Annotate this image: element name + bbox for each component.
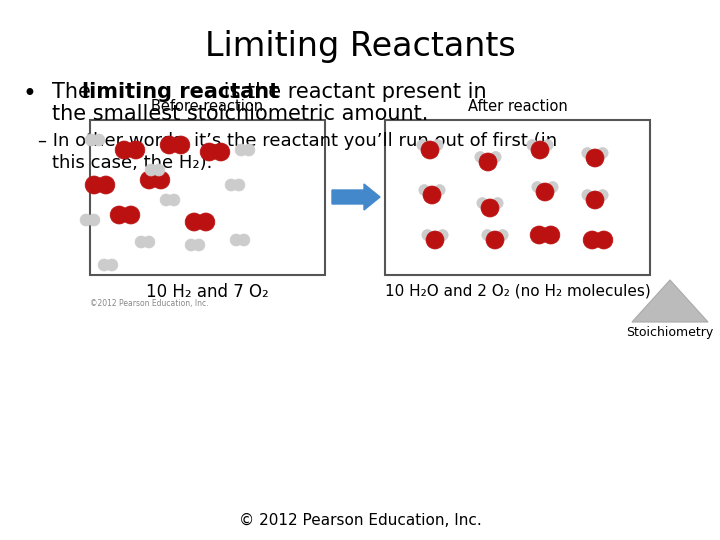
Circle shape (527, 139, 538, 151)
Circle shape (426, 231, 444, 249)
Text: •: • (22, 82, 36, 106)
Circle shape (88, 214, 100, 226)
Circle shape (595, 231, 613, 249)
Circle shape (238, 234, 250, 246)
Circle shape (479, 153, 497, 171)
Text: is the reactant present in: is the reactant present in (217, 82, 487, 102)
FancyArrow shape (332, 184, 380, 210)
Bar (385, 120, 650, 275)
Circle shape (140, 171, 158, 189)
Circle shape (172, 136, 190, 154)
Circle shape (481, 199, 499, 217)
Circle shape (135, 236, 147, 248)
Text: © 2012 Pearson Education, Inc.: © 2012 Pearson Education, Inc. (238, 513, 482, 528)
Circle shape (193, 239, 205, 251)
Circle shape (432, 139, 443, 151)
Circle shape (421, 141, 439, 159)
Circle shape (434, 185, 445, 195)
Circle shape (185, 239, 197, 251)
Text: Stoichiometry: Stoichiometry (626, 326, 714, 339)
Text: 10 H₂ and 7 O₂: 10 H₂ and 7 O₂ (146, 283, 269, 301)
Text: limiting reactant: limiting reactant (82, 82, 279, 102)
Circle shape (532, 181, 543, 193)
Text: this case, the H₂).: this case, the H₂). (52, 154, 212, 172)
Circle shape (437, 230, 448, 240)
Circle shape (145, 164, 157, 176)
Circle shape (423, 186, 441, 204)
Circle shape (417, 139, 428, 151)
Circle shape (243, 144, 255, 156)
Circle shape (482, 230, 493, 240)
Text: 10 H₂O and 2 O₂ (no H₂ molecules): 10 H₂O and 2 O₂ (no H₂ molecules) (384, 283, 650, 298)
Circle shape (233, 179, 245, 191)
Bar (90, 120, 325, 275)
Circle shape (582, 147, 593, 159)
Circle shape (583, 231, 601, 249)
Circle shape (547, 181, 558, 193)
Circle shape (486, 231, 504, 249)
Circle shape (153, 164, 165, 176)
Text: ©2012 Pearson Education, Inc.: ©2012 Pearson Education, Inc. (90, 299, 209, 308)
Text: Limiting Reactants: Limiting Reactants (204, 30, 516, 63)
Circle shape (85, 176, 103, 194)
Circle shape (127, 141, 145, 159)
Circle shape (531, 141, 549, 159)
Circle shape (422, 230, 433, 240)
Circle shape (586, 191, 604, 209)
Circle shape (106, 259, 118, 271)
Circle shape (542, 139, 553, 151)
Text: After reaction: After reaction (467, 99, 567, 114)
Circle shape (597, 147, 608, 159)
Circle shape (160, 136, 178, 154)
Circle shape (475, 152, 486, 163)
Circle shape (536, 183, 554, 201)
Circle shape (197, 213, 215, 231)
Circle shape (490, 152, 501, 163)
Circle shape (225, 179, 237, 191)
Circle shape (80, 214, 92, 226)
Text: The: The (52, 82, 97, 102)
Circle shape (582, 190, 593, 200)
Circle shape (122, 206, 140, 224)
Circle shape (85, 134, 97, 146)
Circle shape (160, 194, 172, 206)
Circle shape (419, 185, 430, 195)
Circle shape (185, 213, 203, 231)
Text: Before reaction: Before reaction (151, 99, 264, 114)
Circle shape (235, 144, 247, 156)
Circle shape (230, 234, 242, 246)
Circle shape (97, 176, 115, 194)
Circle shape (530, 226, 548, 244)
Polygon shape (632, 280, 708, 322)
Text: the smallest stoichiometric amount.: the smallest stoichiometric amount. (52, 104, 428, 124)
Circle shape (152, 171, 170, 189)
Circle shape (93, 134, 105, 146)
Circle shape (212, 143, 230, 161)
Circle shape (477, 198, 488, 208)
Circle shape (168, 194, 180, 206)
Circle shape (98, 259, 110, 271)
Circle shape (542, 226, 560, 244)
Circle shape (492, 198, 503, 208)
Circle shape (143, 236, 155, 248)
Circle shape (115, 141, 133, 159)
Circle shape (497, 230, 508, 240)
Text: – In other words, it’s the reactant you’ll run out of first (in: – In other words, it’s the reactant you’… (38, 132, 557, 150)
Circle shape (110, 206, 128, 224)
Circle shape (597, 190, 608, 200)
Circle shape (586, 149, 604, 167)
Circle shape (200, 143, 218, 161)
